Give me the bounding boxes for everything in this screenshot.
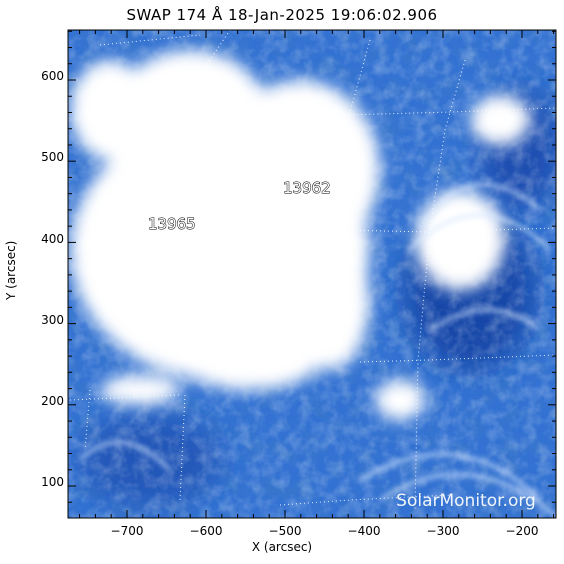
- y-tick-label: 400: [41, 232, 64, 246]
- x-tick-label: −500: [269, 524, 302, 538]
- y-tick-label: 300: [41, 313, 64, 327]
- plot-frame: [67, 29, 557, 519]
- x-tick-label: −600: [190, 524, 223, 538]
- x-tick-label: −300: [427, 524, 460, 538]
- x-tick-label: −700: [111, 524, 144, 538]
- x-axis-label: X (arcsec): [251, 540, 313, 554]
- figure-title: SWAP 174 Å 18-Jan-2025 19:06:02.906: [126, 6, 438, 24]
- coordinate-grid: [69, 30, 556, 511]
- y-tick-label: 200: [41, 394, 64, 408]
- y-tick-label: 100: [41, 475, 64, 489]
- axis-ticks: [68, 30, 556, 518]
- watermark-logo: SolarMonitor.org: [396, 491, 536, 511]
- solar-image: [68, 30, 556, 518]
- x-tick-label: −200: [506, 524, 539, 538]
- active-region-label: 13962: [283, 179, 331, 197]
- x-tick-label: −400: [348, 524, 381, 538]
- y-tick-label: 500: [41, 150, 64, 164]
- active-region-label: 13965: [148, 215, 196, 233]
- y-tick-label: 600: [41, 69, 64, 83]
- y-axis-label: Y (arcsec): [4, 240, 18, 300]
